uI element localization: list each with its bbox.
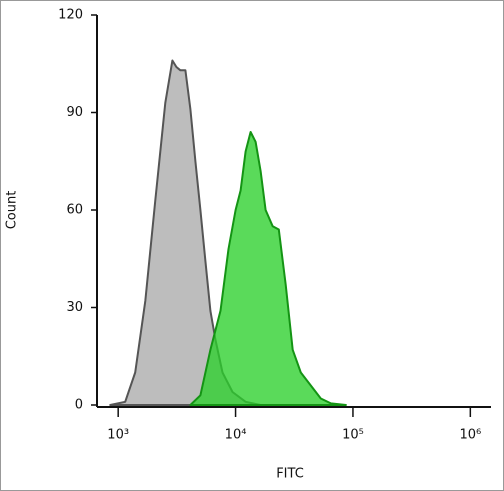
y-tick-label: 60	[66, 203, 83, 218]
x-tick-label: 10⁶	[459, 428, 481, 443]
x-tick-label: 10³	[107, 428, 129, 443]
x-tick-label: 10⁵	[342, 428, 364, 443]
x-axis-label: FITC	[276, 467, 304, 482]
y-tick-label: 30	[66, 300, 83, 315]
x-tick-label: 10⁴	[225, 428, 247, 443]
y-tick-label: 0	[75, 398, 83, 413]
histogram-area	[189, 131, 347, 406]
y-tick-label: 120	[58, 8, 83, 23]
y-tick-label: 90	[66, 105, 83, 120]
y-axis-label: Count	[5, 191, 20, 230]
